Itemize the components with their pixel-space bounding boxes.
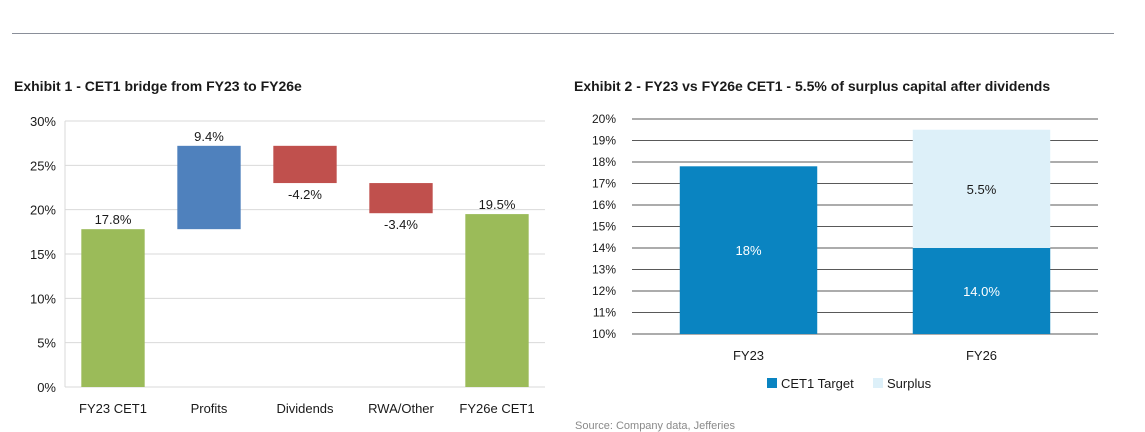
data-label: 18% [735,243,761,258]
y-tick-label: 16% [592,198,616,212]
y-tick-label: 25% [30,158,56,173]
y-tick-label: 13% [592,263,616,277]
top-divider [12,33,1114,34]
legend-swatch [767,378,777,388]
data-label: -3.4% [384,217,418,232]
y-tick-label: 30% [30,114,56,129]
bar [912,129,1051,248]
x-tick-label: FY26e CET1 [459,401,534,416]
data-label: -4.2% [288,187,322,202]
x-tick-label: RWA/Other [368,401,434,416]
y-tick-label: 10% [30,291,56,306]
y-tick-label: 0% [37,380,56,395]
legend-label: CET1 Target [781,376,854,391]
data-label: 17.8% [95,212,132,227]
bar [679,166,818,334]
exhibit2-title: Exhibit 2 - FY23 vs FY26e CET1 - 5.5% of… [574,78,1051,94]
data-label: 19.5% [479,197,516,212]
y-tick-label: 15% [592,220,616,234]
y-tick-label: 18% [592,155,616,169]
legend-swatch [873,378,883,388]
legend-label: Surplus [887,376,932,391]
y-tick-label: 20% [592,112,616,126]
y-tick-label: 5% [37,336,56,351]
y-tick-label: 12% [592,284,616,298]
y-tick-label: 14% [592,241,616,255]
y-tick-label: 11% [593,306,616,320]
exhibit1-chart: 0% 5% 10% 15% 20% 25% 30% 17.8% FY23 CET1 9.4% Pro… [30,114,545,416]
exhibit1-title: Exhibit 1 - CET1 bridge from FY23 to FY2… [14,78,302,94]
exhibit2-chart: 10% 11% 12% 13% 14% 15% 16% 17% 18% 19% 20% 18% FY23… [592,112,1098,391]
bar [369,183,433,214]
x-tick-label: FY26 [966,348,997,363]
x-tick-label: Profits [191,401,228,416]
y-tick-label: 20% [30,203,56,218]
y-tick-label: 15% [30,247,56,262]
bar [273,145,337,184]
bar [81,229,145,387]
bar [465,214,529,387]
data-label: 14.0% [963,284,1000,299]
y-tick-label: 10% [592,327,616,341]
x-tick-label: FY23 CET1 [79,401,147,416]
x-tick-label: FY23 [733,348,764,363]
x-tick-label: Dividends [276,401,334,416]
source-note: Source: Company data, Jefferies [575,420,735,432]
bar [912,248,1051,334]
data-label: 5.5% [967,182,997,197]
bar [177,145,241,230]
y-tick-label: 19% [592,134,616,148]
y-tick-label: 17% [592,177,616,191]
data-label: 9.4% [194,129,224,144]
